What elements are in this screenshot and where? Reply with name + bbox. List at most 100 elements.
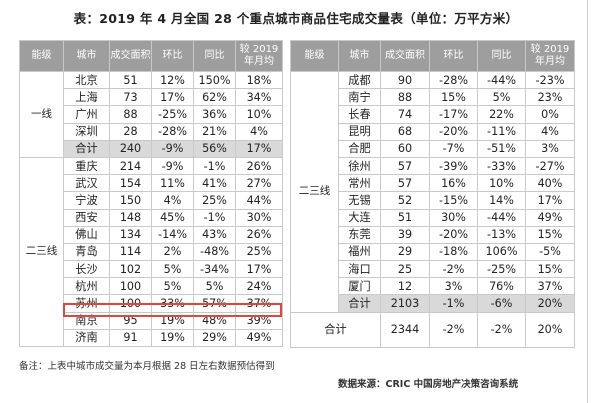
value-cell: 5% <box>193 277 236 296</box>
value-cell: 44% <box>235 191 283 210</box>
table-row: 常州 57 16% 10% 40% <box>291 174 575 193</box>
column-header: 环比 <box>429 40 478 72</box>
city-cell: 合肥 <box>338 139 381 158</box>
table-row: 济南 91 19% 29% 49% <box>20 328 283 348</box>
value-cell: 17% <box>151 88 194 107</box>
value-cell: 154 <box>109 174 152 193</box>
column-header: 城市 <box>63 40 110 72</box>
city-cell: 合计 <box>338 294 381 313</box>
value-cell: 57% <box>193 294 236 313</box>
city-cell: 北京 <box>63 70 110 90</box>
value-cell: -25% <box>151 105 194 124</box>
table-row: 福州 29 -18% 106% -5% <box>291 242 575 262</box>
subtotal-row: 合计 2103 -1% -6% 20% <box>291 294 575 313</box>
city-cell: 长春 <box>338 105 381 124</box>
city-cell: 上海 <box>63 88 110 107</box>
city-cell: 徐州 <box>338 156 381 176</box>
value-cell: 45% <box>151 208 194 227</box>
value-cell: 37% <box>235 294 283 313</box>
city-cell: 大连 <box>338 208 381 227</box>
table-row: 二三线 重庆 214 -9% -1% 26% <box>19 156 283 348</box>
value-cell: -17% <box>429 105 478 124</box>
value-cell: 48% <box>193 311 236 330</box>
city-cell: 宁波 <box>63 191 110 210</box>
subtotal-row: 合计 240 -9% 56% 17% <box>20 139 283 158</box>
city-cell: 东莞 <box>338 225 381 244</box>
value-cell: 28 <box>109 122 152 141</box>
value-cell: 19% <box>151 328 194 348</box>
value-cell: 68 <box>380 122 430 141</box>
city-cell: 济南 <box>63 328 110 348</box>
value-cell: -44% <box>477 208 526 227</box>
value-cell: 114 <box>109 242 152 262</box>
city-cell: 福州 <box>338 242 381 262</box>
value-cell: -15% <box>429 191 478 210</box>
grand-total-label: 合计 <box>290 311 381 348</box>
value-cell: -27% <box>525 156 575 176</box>
value-cell: 90 <box>380 70 430 90</box>
value-cell: 17% <box>235 260 283 279</box>
value-cell: 95 <box>109 311 152 330</box>
value-cell: 10% <box>477 174 526 193</box>
table-row: 上海 73 17% 62% 34% <box>20 88 283 107</box>
value-cell: 20% <box>525 311 575 348</box>
city-cell: 西安 <box>63 208 110 227</box>
value-cell: 30% <box>235 208 283 227</box>
value-cell: 0% <box>525 105 575 124</box>
value-cell: -9% <box>151 139 194 158</box>
value-cell: 57 <box>380 156 430 176</box>
value-cell: 2% <box>151 242 194 262</box>
value-cell: 2344 <box>380 311 430 348</box>
value-cell: 57 <box>380 174 430 193</box>
value-cell: 29% <box>193 328 236 348</box>
value-cell: 39% <box>235 311 283 330</box>
city-cell: 深圳 <box>63 122 110 141</box>
value-cell: 26% <box>235 156 283 176</box>
value-cell: 62% <box>193 88 236 107</box>
value-cell: -23% <box>525 70 575 90</box>
value-cell: 88 <box>109 105 152 124</box>
value-cell: 20% <box>525 294 575 313</box>
table-row: 无锡 52 -15% 14% 17% <box>291 191 575 210</box>
city-cell: 苏州 <box>63 294 110 313</box>
city-cell: 成都 <box>338 70 381 90</box>
value-cell: -6% <box>477 294 526 313</box>
city-cell: 武汉 <box>63 174 110 193</box>
value-cell: 214 <box>109 156 152 176</box>
city-cell: 昆明 <box>338 122 381 141</box>
value-cell: 51 <box>109 70 152 90</box>
column-header: 较 2019 年月均 <box>525 40 575 72</box>
value-cell: -2% <box>429 311 478 348</box>
table-row: 徐州 57 -39% -33% -27% <box>291 156 575 176</box>
city-cell: 海口 <box>338 260 381 279</box>
value-cell: 12% <box>151 70 194 90</box>
grand-total-row: 合计 2344 -2% -2% 20% <box>290 311 575 348</box>
value-cell: 34% <box>235 88 283 107</box>
value-cell: -13% <box>477 225 526 244</box>
value-cell: 4% <box>525 122 575 141</box>
column-header: 环比 <box>151 40 194 72</box>
table-row: 大连 51 30% -44% 49% <box>291 208 575 227</box>
level-cell: 一线 <box>19 71 64 158</box>
value-cell: 52 <box>380 191 430 210</box>
value-cell: 100 <box>109 277 152 296</box>
table-row: 合肥 60 -7% -51% 3% <box>291 139 575 158</box>
value-cell: 14% <box>477 191 526 210</box>
value-cell: 25 <box>380 260 430 279</box>
value-cell: -18% <box>429 242 478 262</box>
column-header: 较 2019 年月均 <box>235 40 283 72</box>
value-cell: 56% <box>193 139 236 158</box>
value-cell: 74 <box>380 105 430 124</box>
table-row: 杭州 100 5% 5% 24% <box>20 277 283 296</box>
value-cell: 100 <box>109 294 152 313</box>
value-cell: 4% <box>151 191 194 210</box>
value-cell: 24% <box>235 277 283 296</box>
value-cell: 10% <box>235 105 283 124</box>
value-cell: -48% <box>193 242 236 262</box>
level-cell: 二三线 <box>290 71 339 313</box>
value-cell: 15% <box>525 225 575 244</box>
city-cell: 杭州 <box>63 277 110 296</box>
value-cell: -5% <box>525 242 575 262</box>
value-cell: 15% <box>525 260 575 279</box>
value-cell: 134 <box>109 225 152 244</box>
